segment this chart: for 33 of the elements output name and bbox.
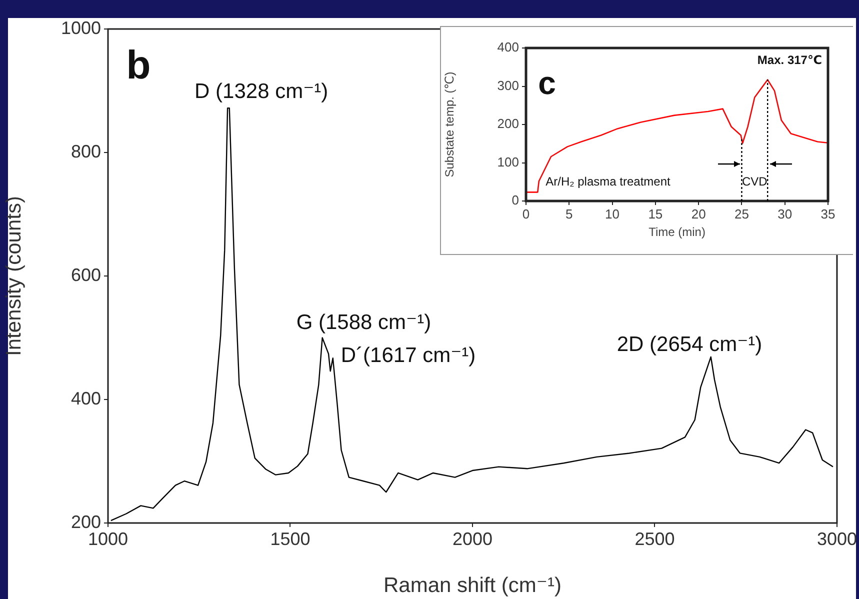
annotation: c xyxy=(538,64,556,101)
annotation: b xyxy=(126,43,151,88)
x-tick-label: 35 xyxy=(820,206,836,222)
y-tick-label: 400 xyxy=(497,40,519,55)
x-tick-label: 2500 xyxy=(634,528,675,549)
y-tick-label: 600 xyxy=(70,264,101,285)
y-tick-label: 100 xyxy=(497,154,519,170)
x-tick-label: 0 xyxy=(522,206,530,222)
x-tick-label: 10 xyxy=(605,206,620,222)
annotation: D´(1617 cm⁻¹) xyxy=(340,344,476,368)
x-tick-label: 1500 xyxy=(270,528,310,549)
annotation: Max. 317℃ xyxy=(757,53,822,67)
y-tick-label: 400 xyxy=(70,388,101,408)
x-tick-label: 25 xyxy=(734,206,749,222)
annotation: 2D (2654 cm⁻¹) xyxy=(616,332,762,356)
x-axis-title: Raman shift (cm⁻¹) xyxy=(384,574,562,598)
y-tick-label: 800 xyxy=(70,141,101,162)
x-tick-label: 30 xyxy=(778,206,792,222)
annotation: G (1588 cm⁻¹) xyxy=(296,310,432,334)
y-axis-title: Intensity (counts) xyxy=(2,196,26,356)
x-tick-label: 15 xyxy=(648,206,663,222)
y-tick-label: 0 xyxy=(512,192,519,208)
x-tick-label: 20 xyxy=(691,206,706,222)
y-axis-title: Substate temp. (℃) xyxy=(442,72,457,178)
y-tick-label: 300 xyxy=(497,78,519,93)
annotation: D (1328 cm⁻¹) xyxy=(194,80,328,104)
x-tick-label: 5 xyxy=(566,206,573,222)
y-tick-label: 200 xyxy=(497,116,519,132)
annotation: Ar/H₂ plasma treatment xyxy=(546,174,671,189)
x-tick-label: 2000 xyxy=(452,528,493,549)
x-axis-title: Time (min) xyxy=(648,225,706,240)
annotation: CVD xyxy=(742,174,768,189)
y-tick-label: 1000 xyxy=(60,18,101,38)
